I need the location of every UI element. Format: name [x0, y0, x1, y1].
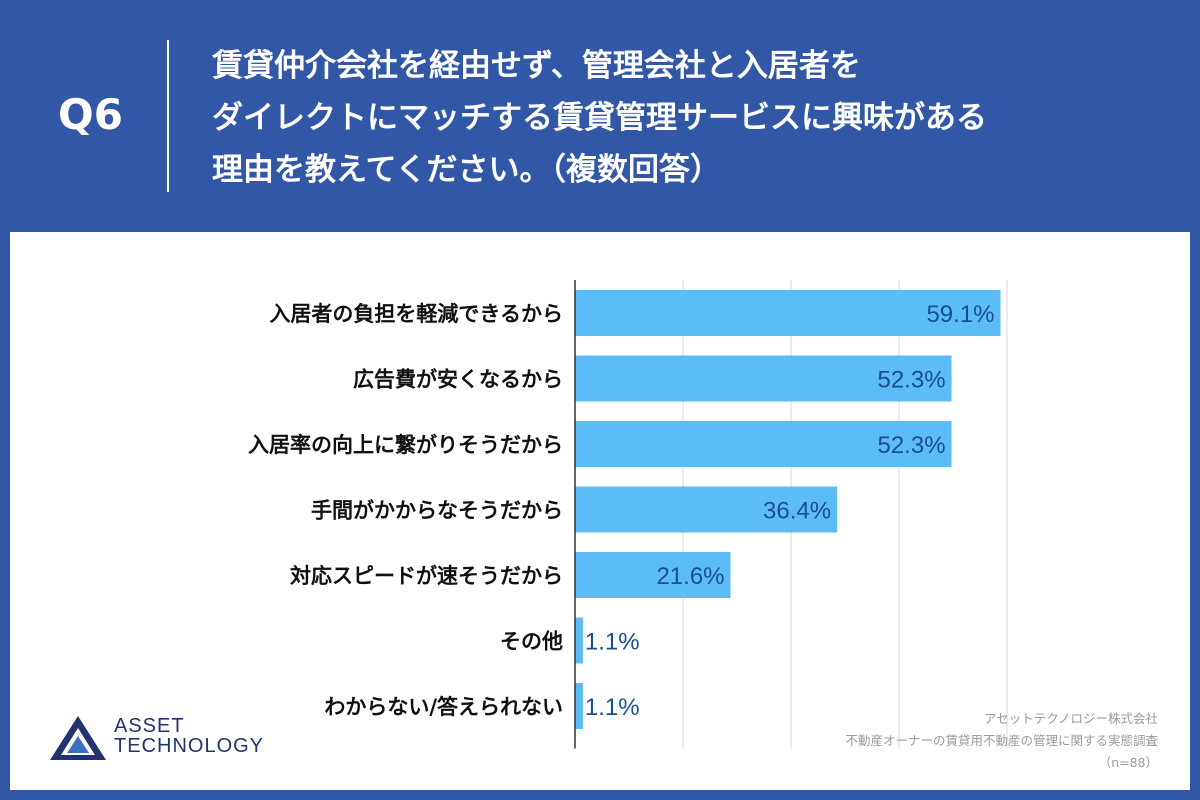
- credit-sample: （n=88）: [1098, 755, 1158, 770]
- source-credit: アセットテクノロジー株式会社 不動産オーナーの賃貸用不動産の管理に関する実態調査…: [845, 708, 1158, 774]
- bar-4: [575, 552, 731, 598]
- question-line-1: 賃貸仲介会社を経由せず、管理会社と入居者を: [212, 48, 861, 84]
- category-label-4: 対応スピードが速そうだから: [290, 564, 563, 588]
- category-label-5: その他: [500, 630, 563, 654]
- question-line-3: 理由を教えてください。（複数回答）: [212, 152, 722, 188]
- category-label-1: 広告費が安くなるから: [353, 368, 563, 392]
- value-label-0: 59.1%: [926, 301, 994, 328]
- value-label-3: 36.4%: [763, 498, 831, 525]
- question-label: Q6: [58, 90, 123, 139]
- bar-6: [575, 683, 583, 729]
- bar-5: [575, 617, 583, 664]
- bar-2: [575, 421, 952, 467]
- category-label-3: 手間がかからなそうだから: [311, 499, 563, 523]
- value-label-5: 1.1%: [585, 629, 640, 656]
- category-label-6: わからない/答えられない: [324, 695, 563, 719]
- category-label-0: 入居者の負担を軽減できるから: [269, 302, 563, 326]
- value-label-4: 21.6%: [656, 563, 724, 590]
- value-label-1: 52.3%: [877, 367, 945, 394]
- credit-company: アセットテクノロジー株式会社: [983, 711, 1158, 726]
- logo-line-technology: TECHNOLOGY: [114, 735, 265, 757]
- question-text: 賃貸仲介会社を経由せず、管理会社と入居者を ダイレクトにマッチする賃貸管理サービ…: [212, 40, 1172, 196]
- bar-3: [575, 486, 838, 533]
- chart-panel: 入居者の負担を軽減できるから 59.1% 広告費が安くなるから 52.3% 入居率の向上…: [10, 232, 1190, 790]
- triangle-logo-icon: [50, 716, 106, 760]
- bar-0: [575, 290, 1001, 336]
- value-label-2: 52.3%: [877, 432, 945, 459]
- company-logo: ASSET TECHNOLOGY: [48, 714, 308, 764]
- logo-line-asset: ASSET: [114, 715, 185, 737]
- question-line-2: ダイレクトにマッチする賃貸管理サービスに興味がある: [212, 100, 987, 136]
- header-divider: [167, 40, 169, 192]
- header: Q6 賃貸仲介会社を経由せず、管理会社と入居者を ダイレクトにマッチする賃貸管理…: [0, 0, 1200, 232]
- credit-survey: 不動産オーナーの賃貸用不動産の管理に関する実態調査: [845, 733, 1158, 748]
- value-label-6: 1.1%: [585, 694, 640, 721]
- bar-1: [575, 355, 952, 402]
- category-label-2: 入居率の向上に繋がりそうだから: [248, 433, 563, 457]
- logo-text: ASSET TECHNOLOGY: [114, 716, 264, 756]
- bar-chart: 入居者の負担を軽減できるから 59.1% 広告費が安くなるから 52.3% 入居率の向上…: [248, 280, 1008, 749]
